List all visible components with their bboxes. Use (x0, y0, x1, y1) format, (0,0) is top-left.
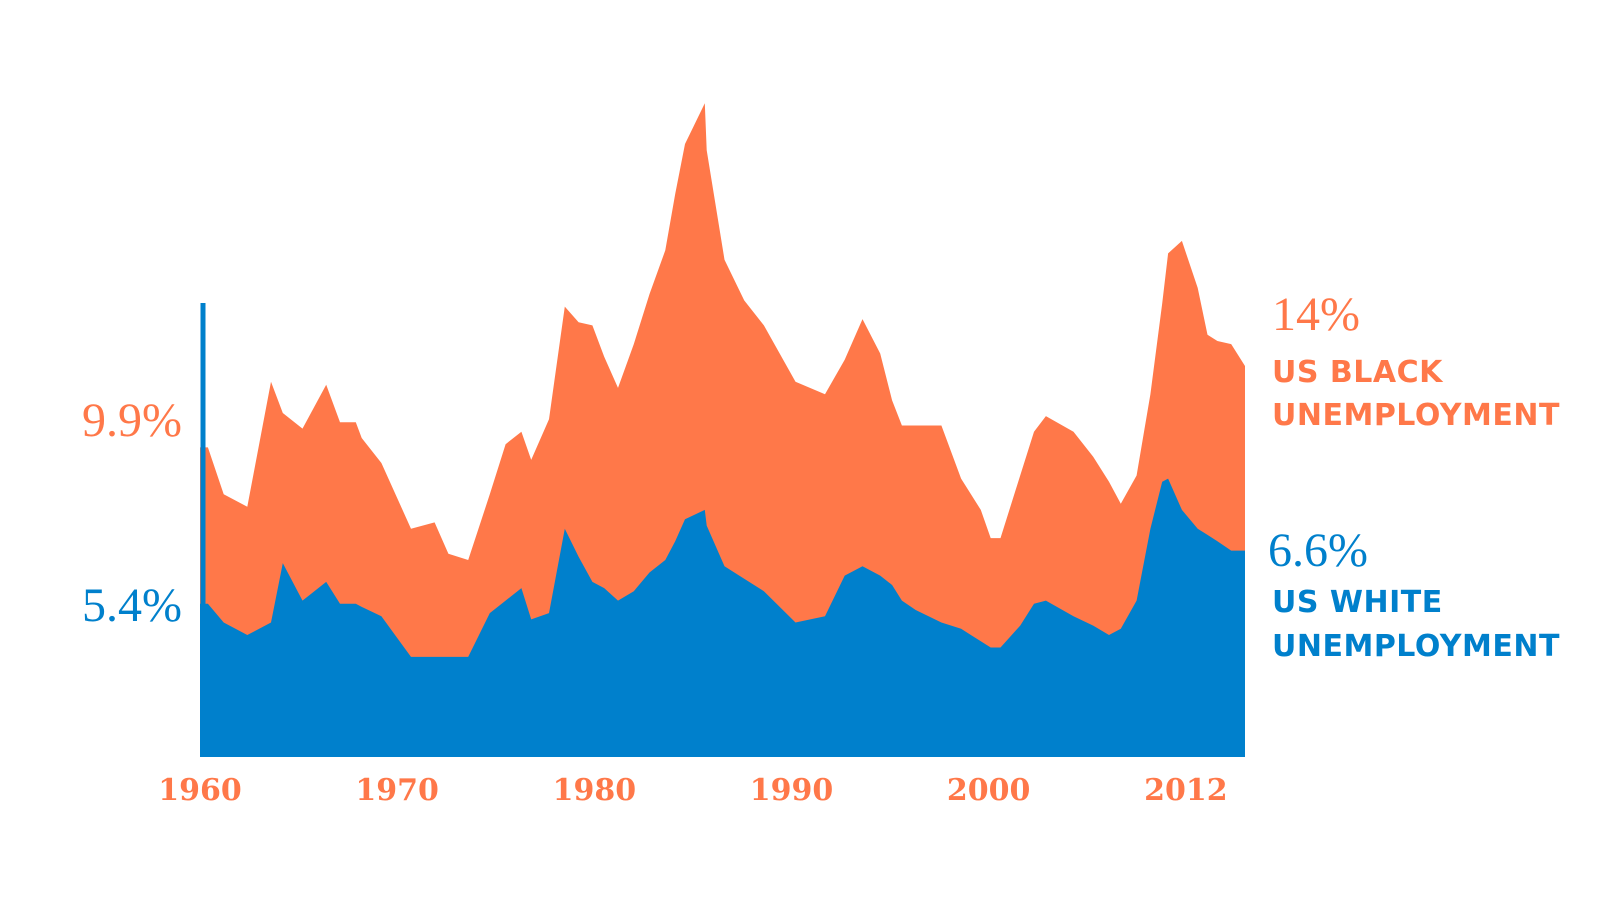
x-tick-label: 1990 (750, 773, 834, 808)
black-series-name-line1: US BLACK (1272, 355, 1444, 390)
white-series-name-line1: US WHITE (1272, 585, 1443, 620)
x-tick-label: 1970 (355, 773, 439, 808)
white-end-value-label: 6.6% (1268, 524, 1368, 577)
white-start-value-label: 5.4% (82, 579, 182, 632)
x-tick-label: 1980 (553, 773, 637, 808)
x-axis-ticks: 1960 1970 1980 1990 2000 2012 (158, 773, 1227, 808)
white-series-name-line2: UNEMPLOYMENT (1272, 629, 1560, 664)
black-start-value-label: 9.9% (82, 394, 182, 447)
x-tick-label: 1960 (158, 773, 242, 808)
x-tick-label: 2000 (947, 773, 1031, 808)
area-us-white-unemployment (200, 478, 1245, 757)
x-tick-label: 2012 (1144, 773, 1228, 808)
black-series-name-line2: UNEMPLOYMENT (1272, 398, 1560, 433)
black-end-value-label: 14% (1272, 288, 1360, 341)
area-us-black-unemployment (200, 103, 1245, 758)
